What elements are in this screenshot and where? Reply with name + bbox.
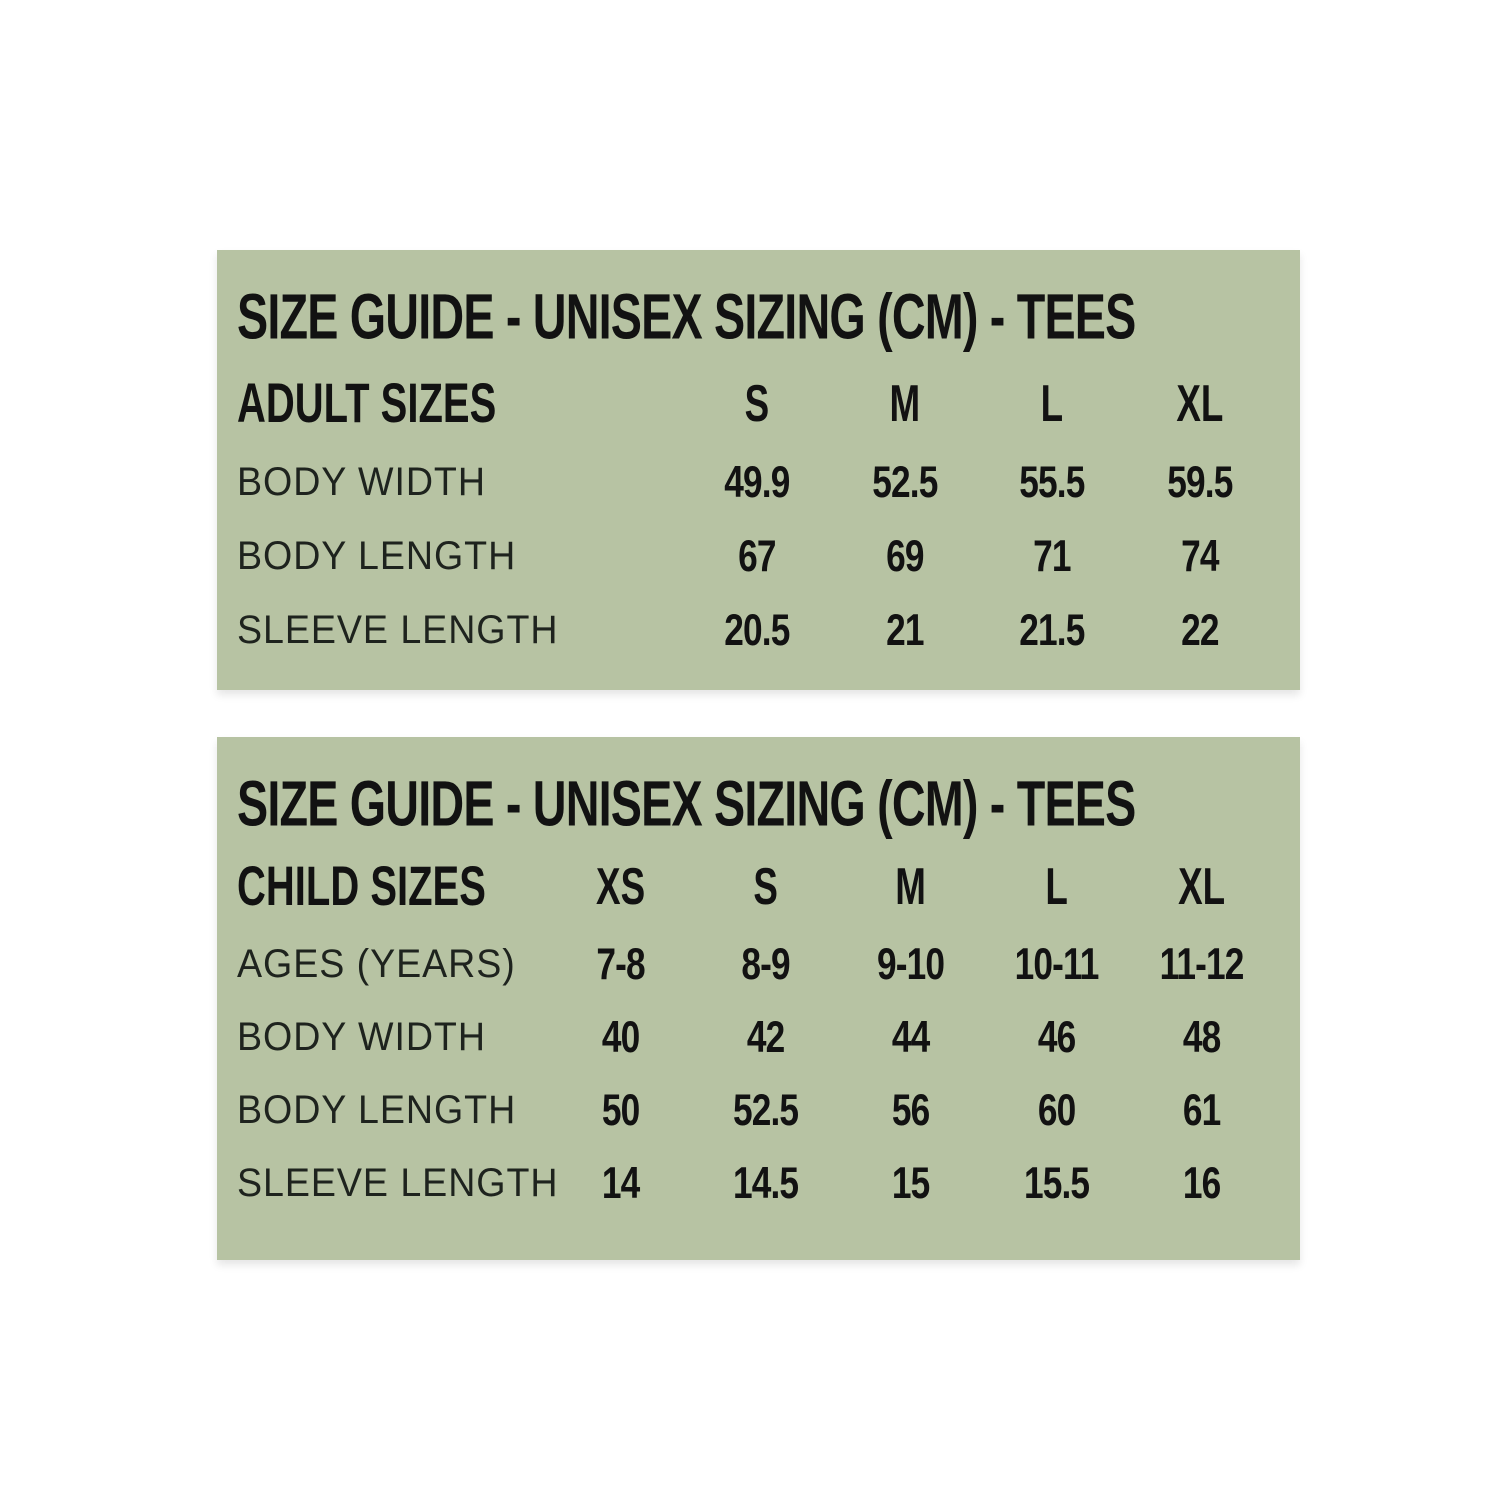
cell-value: 71 (1033, 531, 1072, 581)
size-guide-title-adult: SIZE GUIDE - UNISEX SIZING (CM) - TEES (237, 281, 1136, 353)
size-table-child: CHILD SIZES XS S M L XL AGES (YEARS) 7-8 8-9 9-10… (237, 854, 1274, 1208)
cell-value: 9-10 (877, 939, 945, 989)
cell-value: 21.5 (1019, 605, 1086, 655)
cell-value: 40 (601, 1012, 640, 1062)
size-guide-panel-child: SIZE GUIDE - UNISEX SIZING (CM) - TEES C… (217, 737, 1300, 1260)
cell-value: 74 (1181, 531, 1219, 581)
row-label: AGES (YEARS) (237, 942, 516, 986)
cell-value: 49.9 (724, 457, 790, 507)
row-label: BODY LENGTH (237, 534, 517, 578)
cell-value: 14 (601, 1158, 640, 1208)
cell-value: 48 (1182, 1012, 1221, 1062)
column-header: XL (1176, 373, 1224, 433)
size-table-adult: ADULT SIZES S M L XL BODY WIDTH 49.9 52.5 55.5 59… (237, 371, 1274, 655)
cell-value: 21 (885, 605, 924, 655)
column-header: S (744, 373, 770, 433)
cell-value: 42 (747, 1012, 785, 1062)
cell-value: 15 (892, 1158, 930, 1208)
size-guide-title-child: SIZE GUIDE - UNISEX SIZING (CM) - TEES (237, 768, 1136, 840)
cell-value: 46 (1037, 1012, 1075, 1062)
cell-value: 56 (892, 1085, 930, 1135)
cell-value: 22 (1181, 605, 1219, 655)
cell-value: 67 (738, 531, 776, 581)
column-header: L (1041, 373, 1064, 433)
size-guide-panel-adult: SIZE GUIDE - UNISEX SIZING (CM) - TEES A… (217, 250, 1300, 690)
column-header: XL (1177, 856, 1225, 916)
cell-value: 60 (1037, 1085, 1075, 1135)
cell-value: 14.5 (733, 1158, 799, 1208)
column-header: M (889, 373, 920, 433)
cell-value: 69 (885, 531, 924, 581)
cell-value: 59.5 (1167, 457, 1234, 507)
cell-value: 52.5 (733, 1085, 799, 1135)
cell-value: 52.5 (871, 457, 938, 507)
row-label: BODY LENGTH (237, 1088, 517, 1132)
cell-value: 44 (892, 1012, 930, 1062)
cell-value: 55.5 (1019, 457, 1086, 507)
group-header: CHILD SIZES (237, 854, 486, 918)
group-header: ADULT SIZES (237, 371, 497, 435)
column-header: XS (596, 856, 646, 916)
column-header: L (1044, 856, 1068, 916)
cell-value: 15.5 (1023, 1158, 1090, 1208)
column-header: M (895, 856, 927, 916)
column-header: S (753, 856, 779, 916)
row-label: SLEEVE LENGTH (237, 608, 559, 652)
row-label: BODY WIDTH (237, 460, 486, 504)
cell-value: 8-9 (741, 939, 791, 989)
cell-value: 50 (601, 1085, 640, 1135)
cell-value: 61 (1182, 1085, 1221, 1135)
cell-value: 7-8 (596, 939, 645, 989)
cell-value: 10-11 (1014, 939, 1099, 989)
row-label: BODY WIDTH (237, 1015, 486, 1059)
row-label: SLEEVE LENGTH (237, 1161, 559, 1205)
cell-value: 11-12 (1159, 939, 1244, 989)
cell-value: 20.5 (724, 605, 790, 655)
cell-value: 16 (1182, 1158, 1221, 1208)
